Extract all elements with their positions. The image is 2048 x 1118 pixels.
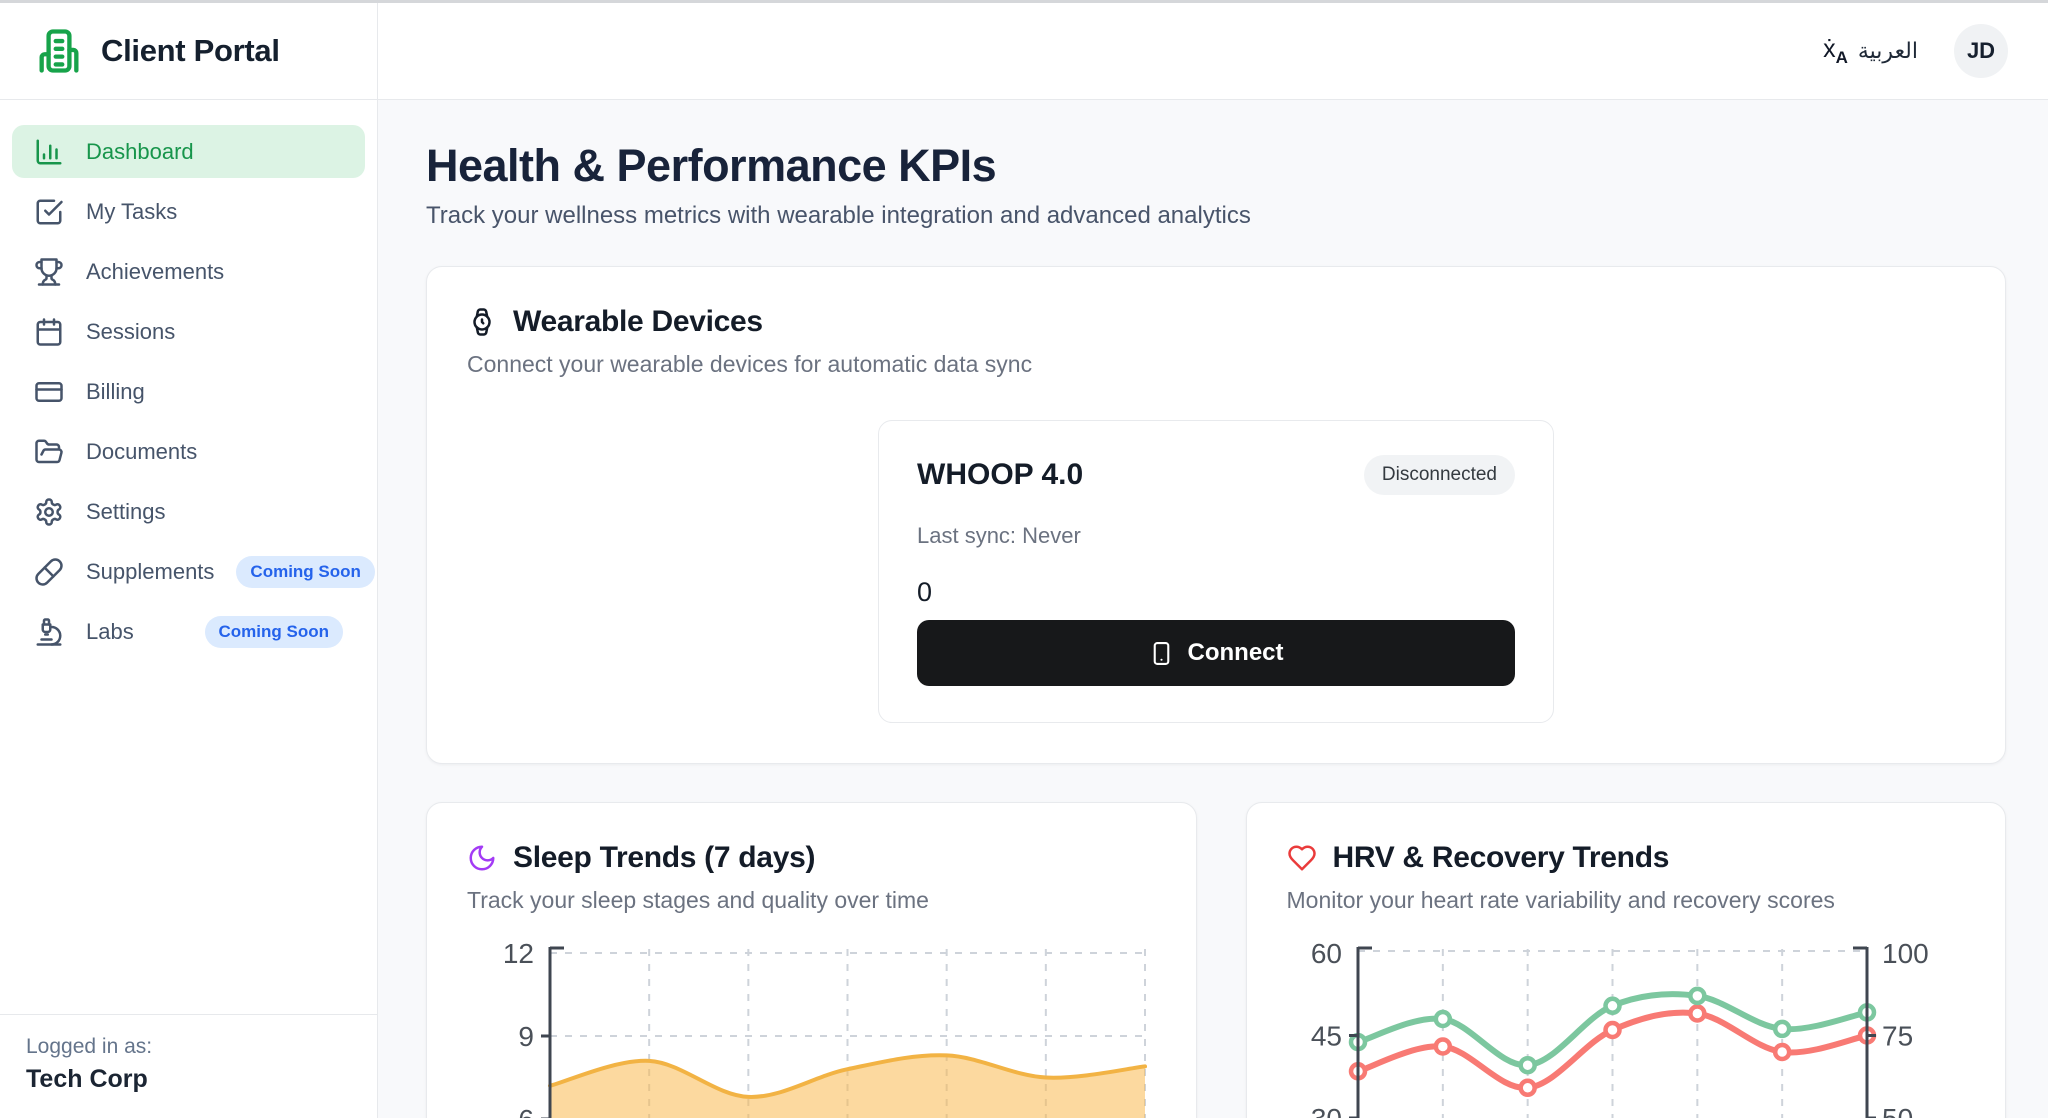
- wearable-card-header: Wearable Devices: [467, 305, 1965, 339]
- page-subtitle: Track your wellness metrics with wearabl…: [426, 202, 1251, 229]
- sidebar-item-my-tasks[interactable]: My Tasks: [12, 185, 365, 238]
- sidebar-item-label: Settings: [86, 498, 166, 524]
- sidebar-item-label: Supplements: [86, 558, 215, 584]
- coming-soon-badge: Coming Soon: [204, 615, 343, 648]
- main-column: ẋA العربية JD Health & Performance KPIs …: [378, 3, 2048, 1118]
- sidebar-item-documents[interactable]: Documents: [12, 425, 365, 478]
- charts-row: Sleep Trends (7 days) Track your sleep s…: [426, 802, 2006, 1118]
- sidebar-item-billing[interactable]: Billing: [12, 365, 365, 418]
- svg-text:60: 60: [1310, 940, 1341, 969]
- sidebar-item-supplements[interactable]: Supplements Coming Soon: [12, 545, 375, 598]
- svg-text:100: 100: [1882, 940, 1929, 969]
- sleep-trends-chart: 12 9 6: [503, 940, 1147, 1118]
- device-card-whoop: WHOOP 4.0 Disconnected Last sync: Never …: [878, 420, 1554, 723]
- language-switcher[interactable]: ẋA العربية: [1823, 34, 1918, 67]
- sidebar-nav: Dashboard My Tasks Achievements Sessions Bil…: [0, 100, 377, 1014]
- coming-soon-badge: Coming Soon: [236, 555, 375, 588]
- translate-icon: ẋA: [1823, 34, 1848, 67]
- logo-row: Client Portal: [0, 3, 377, 100]
- last-sync-text: Last sync: Never: [917, 523, 1081, 548]
- sidebar-item-label: Documents: [86, 438, 198, 464]
- company-name: Tech Corp: [26, 1065, 148, 1093]
- wearable-devices-card: Wearable Devices Connect your wearable d…: [426, 266, 2006, 764]
- chart-column-icon: [36, 139, 62, 164]
- hrv-recovery-card: HRV & Recovery Trends Monitor your heart…: [1245, 802, 2006, 1118]
- building-logo-icon: [39, 29, 79, 73]
- pill-icon: [35, 557, 63, 586]
- trophy-icon: [35, 257, 63, 286]
- folder-open-icon: [35, 439, 63, 463]
- hrv-card-title: HRV & Recovery Trends: [1332, 841, 1670, 874]
- svg-text:45: 45: [1310, 1021, 1341, 1052]
- connect-button[interactable]: Connect: [917, 620, 1515, 686]
- moon-icon: [469, 845, 495, 871]
- device-name: WHOOP 4.0: [917, 458, 1084, 491]
- check-square-icon: [36, 199, 63, 224]
- sidebar-item-label: Sessions: [86, 318, 176, 344]
- sidebar-item-label: My Tasks: [86, 198, 178, 224]
- topbar: ẋA العربية JD: [378, 3, 2048, 100]
- sidebar-item-dashboard[interactable]: Dashboard: [12, 125, 365, 178]
- gear-icon: [36, 497, 62, 526]
- svg-text:50: 50: [1882, 1103, 1913, 1118]
- language-label: العربية: [1857, 38, 1918, 64]
- sidebar-item-label: Dashboard: [86, 138, 194, 164]
- smartphone-icon: [1153, 641, 1169, 665]
- sleep-card-title: Sleep Trends (7 days): [513, 841, 816, 874]
- svg-text:12: 12: [503, 940, 534, 969]
- sleep-trends-card: Sleep Trends (7 days) Track your sleep s…: [426, 802, 1197, 1118]
- sidebar: Client Portal Dashboard My Tasks Achieveme…: [0, 3, 378, 1118]
- sidebar-item-sessions[interactable]: Sessions: [12, 305, 365, 358]
- credit-card-icon: [35, 381, 63, 402]
- hrv-card-subtitle: Monitor your heart rate variability and …: [1286, 887, 1835, 913]
- app-title: Client Portal: [101, 33, 280, 68]
- sidebar-item-label: Labs: [86, 618, 134, 644]
- page-title: Health & Performance KPIs: [426, 140, 997, 191]
- svg-text:6: 6: [518, 1104, 534, 1118]
- microscope-icon: [36, 617, 62, 646]
- status-badge: Disconnected: [1363, 455, 1515, 495]
- sidebar-item-label: Billing: [86, 378, 145, 404]
- wearable-card-subtitle: Connect your wearable devices for automa…: [467, 351, 1033, 377]
- sidebar-item-labs[interactable]: Labs Coming Soon: [12, 605, 365, 658]
- sidebar-item-label: Achievements: [86, 258, 225, 284]
- app-root: Client Portal Dashboard My Tasks Achieveme…: [0, 3, 2048, 1118]
- hrv-recovery-chart: 60 45 30 100 75 50: [1310, 940, 1929, 1118]
- logged-in-label: Logged in as:: [26, 1035, 153, 1058]
- svg-text:75: 75: [1882, 1021, 1913, 1052]
- device-metric: 0: [917, 577, 933, 607]
- avatar[interactable]: JD: [1954, 24, 2008, 78]
- wearable-card-title: Wearable Devices: [513, 305, 763, 338]
- sleep-card-subtitle: Track your sleep stages and quality over…: [467, 887, 929, 913]
- sidebar-item-achievements[interactable]: Achievements: [12, 245, 365, 298]
- connect-button-label: Connect: [1187, 639, 1284, 666]
- main-content: Health & Performance KPIs Track your wel…: [378, 100, 2048, 1118]
- sidebar-item-settings[interactable]: Settings: [12, 485, 365, 538]
- heart-icon: [1287, 845, 1316, 871]
- watch-icon: [473, 308, 491, 336]
- svg-text:9: 9: [518, 1021, 534, 1052]
- sidebar-footer: Logged in as: Tech Corp: [0, 1014, 377, 1118]
- calendar-icon: [36, 317, 62, 346]
- svg-text:30: 30: [1310, 1103, 1341, 1118]
